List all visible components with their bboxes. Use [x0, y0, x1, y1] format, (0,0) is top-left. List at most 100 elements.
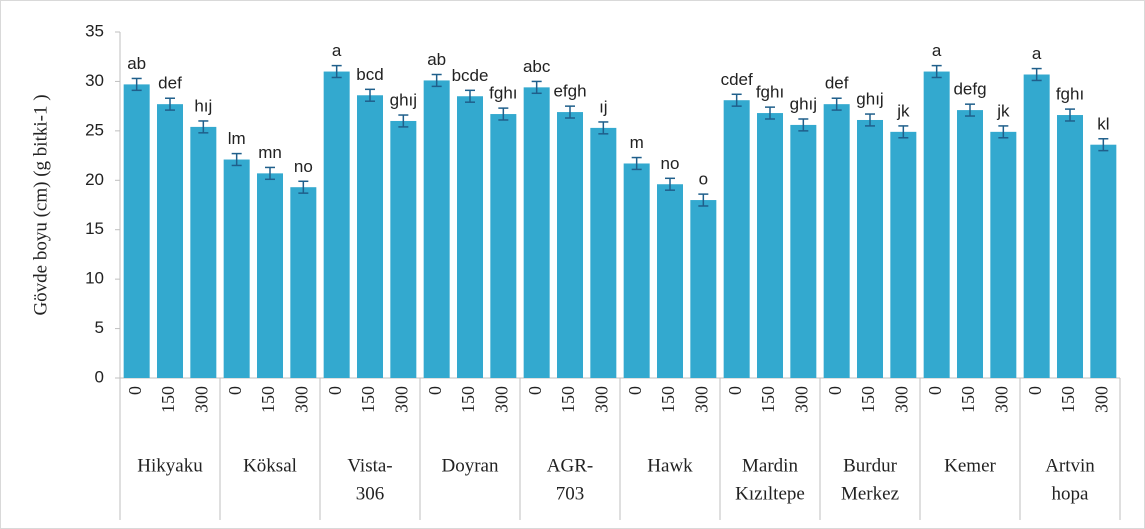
letter-label: ıj — [599, 97, 608, 116]
bar — [1090, 144, 1117, 378]
bar — [157, 104, 183, 378]
group-label: Köksal — [243, 455, 297, 476]
letter-label: lm — [228, 129, 246, 148]
group-label: 703 — [556, 483, 585, 504]
letter-label: a — [332, 41, 342, 60]
letter-label: abc — [523, 57, 551, 76]
letter-label: a — [1032, 44, 1042, 63]
bar — [1057, 115, 1083, 378]
x-tick-label: 150 — [758, 386, 778, 413]
x-tick-label: 0 — [525, 386, 545, 395]
x-tick-label: 300 — [291, 386, 311, 413]
group-label: Merkez — [841, 483, 899, 504]
x-tick-label: 150 — [658, 386, 678, 413]
bar — [490, 114, 517, 379]
letter-label: m — [630, 133, 644, 152]
x-tick-label: 0 — [1025, 386, 1045, 395]
x-tick-label: 150 — [458, 386, 478, 413]
x-tick-label: 300 — [491, 386, 511, 413]
x-tick-label: 300 — [791, 386, 811, 413]
x-tick-label: 150 — [958, 386, 978, 413]
x-tick-label: 0 — [825, 386, 845, 395]
bar — [657, 184, 683, 378]
y-axis-label: Gövde boyu (cm) (g bitki-1 ) — [30, 94, 51, 315]
bar — [857, 119, 883, 379]
y-tick-label: 5 — [95, 318, 104, 337]
x-tick-label: 150 — [558, 386, 578, 413]
group-label: hopa — [1052, 483, 1090, 504]
letter-label: o — [699, 170, 708, 189]
x-tick-label: 150 — [858, 386, 878, 413]
letter-label: kl — [1097, 114, 1109, 133]
x-tick-label: 150 — [258, 386, 278, 413]
bar — [323, 71, 350, 379]
x-tick-label: 0 — [425, 386, 445, 395]
group-label: Mardin — [742, 455, 798, 476]
group-label: Hikyaku — [137, 455, 203, 476]
letter-label: mn — [258, 143, 282, 162]
y-tick-label: 20 — [85, 170, 104, 189]
bar — [257, 173, 283, 378]
group-label: Artvin — [1045, 455, 1095, 476]
x-tick-label: 300 — [991, 386, 1011, 413]
bar — [123, 84, 150, 378]
x-tick-label: 150 — [358, 386, 378, 413]
group-label: Hawk — [647, 455, 693, 476]
bar — [557, 112, 583, 379]
letter-label: hıj — [194, 96, 212, 115]
bar — [423, 80, 450, 378]
x-tick-label: 0 — [225, 386, 245, 395]
letter-label: no — [661, 154, 680, 173]
group-label: AGR- — [547, 455, 593, 476]
bar — [957, 110, 983, 379]
group-label: Vista- — [347, 455, 392, 476]
y-tick-label: 35 — [85, 21, 104, 40]
bar — [623, 163, 650, 378]
y-tick-label: 25 — [85, 120, 104, 139]
group-label: 306 — [356, 483, 385, 504]
x-tick-label: 150 — [1058, 386, 1078, 413]
x-tick-label: 0 — [325, 386, 345, 395]
group-label: Kemer — [944, 455, 996, 476]
bar — [223, 159, 250, 378]
bar — [457, 96, 483, 378]
letter-label: ghıj — [790, 94, 817, 113]
bar — [357, 95, 383, 379]
bar — [990, 131, 1017, 378]
bar — [1023, 74, 1050, 378]
x-tick-label: 150 — [158, 386, 178, 413]
letter-label: defg — [953, 80, 986, 99]
bar — [923, 71, 950, 379]
x-tick-label: 0 — [625, 386, 645, 395]
group-label: Kızıltepe — [735, 483, 805, 504]
bar — [690, 200, 717, 378]
bar — [590, 127, 617, 379]
bar — [723, 100, 750, 378]
x-tick-label: 0 — [925, 386, 945, 395]
letter-label: ab — [127, 54, 146, 73]
x-tick-label: 0 — [725, 386, 745, 395]
y-tick-label: 15 — [85, 219, 104, 238]
y-tick-label: 30 — [85, 71, 104, 90]
y-tick-label: 0 — [95, 367, 104, 386]
letter-label: bcde — [452, 66, 489, 85]
letter-label: jk — [996, 101, 1010, 120]
x-tick-label: 300 — [891, 386, 911, 413]
letter-label: bcd — [356, 65, 383, 84]
x-tick-label: 300 — [1091, 386, 1111, 413]
letter-label: fghı — [1056, 85, 1084, 104]
group-label: Burdur — [843, 455, 898, 476]
letter-label: efgh — [553, 82, 586, 101]
bar — [757, 113, 783, 378]
letter-label: a — [932, 41, 942, 60]
bar — [390, 120, 417, 378]
letter-label: ghıj — [390, 91, 417, 110]
bar — [190, 126, 217, 378]
letter-label: fghı — [489, 84, 517, 103]
x-tick-label: 300 — [691, 386, 711, 413]
letter-label: def — [825, 74, 849, 93]
bar — [890, 131, 917, 378]
letter-label: no — [294, 157, 313, 176]
bar — [523, 87, 550, 379]
